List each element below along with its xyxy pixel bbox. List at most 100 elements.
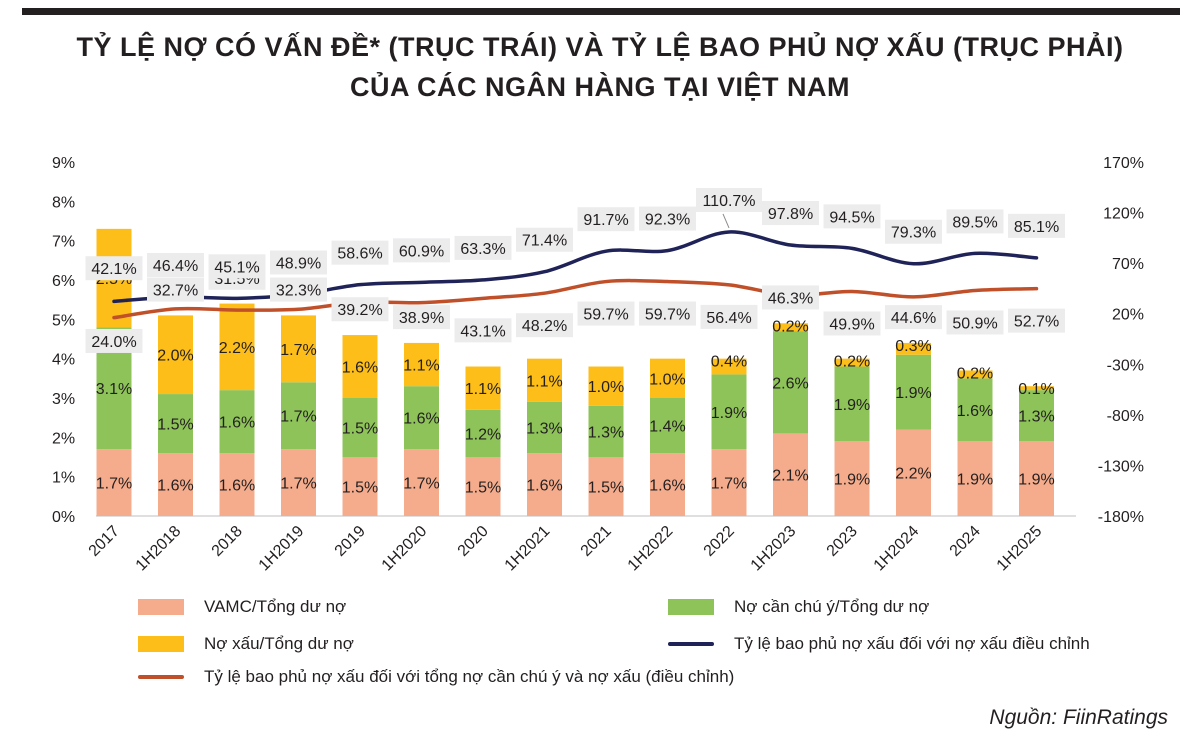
legend-coverage-total-label: Tỷ lệ bao phủ nợ xấu đối với tổng nợ cần…	[204, 667, 735, 686]
legend-attention-swatch	[668, 599, 714, 615]
legend-coverage-total: Tỷ lệ bao phủ nợ xấu đối với tổng nợ cần…	[138, 667, 734, 687]
line-coverage-total-label-box	[577, 301, 635, 326]
bar-vamc	[711, 449, 747, 516]
bar-attention-label: 1.5%	[157, 417, 193, 434]
line-coverage-adjusted-label: 85.1%	[1014, 219, 1059, 236]
left-axis-tick: 1%	[52, 470, 75, 487]
x-axis-tick: 1H2024	[871, 523, 923, 575]
bar-vamc	[96, 449, 132, 516]
legend-coverage-total-swatch	[138, 675, 184, 679]
bar-attention	[527, 401, 562, 454]
bar-vamc-label: 1.5%	[588, 480, 624, 497]
bar-attention	[957, 378, 993, 442]
line-coverage-adjusted-label: 48.9%	[276, 255, 321, 272]
line-coverage-total-label: 32.7%	[153, 283, 198, 300]
legend-npl-label: Nợ xấu/Tổng dư nợ	[204, 634, 354, 653]
bar-attention	[834, 366, 870, 442]
bar-npl	[773, 323, 808, 332]
x-axis-tick: 2017	[86, 523, 123, 560]
line-coverage-adjusted-label-box	[946, 209, 1004, 234]
legend-coverage-adjusted-swatch	[668, 642, 714, 646]
line-coverage-total-label-box	[270, 277, 327, 302]
right-axis-tick: -180%	[1098, 509, 1144, 526]
line-coverage-total-label-box	[639, 301, 696, 326]
x-axis-tick: 1H2025	[994, 523, 1046, 575]
x-axis-tick: 2021	[578, 523, 615, 560]
legend-npl: Nợ xấu/Tổng dư nợ	[138, 634, 354, 654]
bar-npl-label: 1.1%	[465, 381, 501, 398]
legend-attention-label: Nợ cần chú ý/Tổng dư nợ	[734, 597, 930, 616]
line-coverage-adjusted-label-box	[577, 207, 635, 232]
bar-vamc	[1019, 441, 1054, 516]
bar-attention-label: 1.9%	[711, 405, 747, 422]
right-axis-tick: -130%	[1098, 458, 1144, 475]
line-coverage-total-label-box	[331, 297, 389, 322]
bar-npl-label: 0.2%	[834, 354, 870, 371]
bar-vamc-label: 2.2%	[895, 466, 931, 483]
bar-npl	[404, 342, 439, 387]
x-axis-tick: 1H2022	[625, 523, 677, 575]
line-coverage-adjusted-label: 91.7%	[583, 212, 628, 229]
bar-vamc	[896, 429, 931, 516]
line-coverage-total-label-box	[516, 313, 573, 338]
line-coverage-total-label: 59.7%	[645, 307, 690, 324]
line-coverage-total-label: 46.3%	[768, 290, 813, 307]
right-axis-tick: 120%	[1103, 206, 1144, 223]
bar-vamc-label: 1.6%	[526, 478, 562, 495]
x-axis-tick: 2022	[701, 523, 738, 560]
bar-attention-label: 1.7%	[280, 409, 316, 426]
bar-npl	[158, 315, 193, 395]
bar-npl-label: 0.1%	[1018, 381, 1054, 398]
peak-leader-line	[722, 213, 730, 229]
line-coverage-total	[112, 278, 1039, 320]
bar-vamc-label: 1.9%	[834, 472, 870, 489]
line-coverage-total-label-box	[454, 318, 512, 343]
right-axis-tick: 70%	[1112, 256, 1144, 273]
line-coverage-total-label: 39.2%	[337, 302, 382, 319]
bar-vamc	[465, 457, 501, 516]
bar-attention	[773, 331, 808, 434]
left-axis-tick: 5%	[52, 312, 75, 329]
bar-attention	[404, 386, 439, 450]
bar-attention	[896, 354, 931, 430]
chart-title-line-1: TỶ LỆ NỢ CÓ VẤN ĐỀ* (TRỤC TRÁI) VÀ TỶ LỆ…	[76, 32, 1124, 62]
bar-vamc	[957, 441, 993, 516]
bar-npl	[896, 342, 931, 355]
line-coverage-adjusted-label-box	[823, 204, 881, 229]
bar-vamc-label: 1.7%	[711, 476, 747, 493]
bar-vamc	[281, 449, 316, 516]
bar-npl	[1019, 386, 1054, 391]
line-coverage-total-label: 38.9%	[399, 310, 444, 327]
left-axis-tick: 9%	[52, 155, 75, 172]
line-coverage-adjusted-label-box	[208, 254, 266, 279]
line-coverage-adjusted-label: 71.4%	[522, 233, 567, 250]
left-axis-tick: 0%	[52, 509, 75, 526]
bar-attention-label: 1.9%	[895, 385, 931, 402]
line-coverage-adjusted-label: 46.4%	[153, 258, 198, 275]
bar-npl	[527, 358, 562, 402]
line-coverage-total-label: 32.3%	[276, 283, 321, 300]
bar-vamc	[588, 457, 624, 516]
bar-attention	[588, 405, 624, 457]
right-axis-tick: 170%	[1103, 155, 1144, 172]
bar-attention-label: 1.4%	[649, 419, 685, 436]
bar-attention-label: 1.3%	[588, 424, 624, 441]
line-coverage-total-label-box	[823, 311, 881, 336]
bar-vamc	[404, 449, 439, 516]
bar-vamc-label: 1.6%	[157, 478, 193, 495]
right-axis-tick: -30%	[1107, 357, 1144, 374]
bar-attention-label: 1.3%	[1018, 409, 1054, 426]
line-coverage-adjusted-label: 79.3%	[891, 225, 936, 242]
bar-attention	[158, 394, 193, 454]
line-coverage-adjusted-label-box	[393, 238, 450, 263]
bar-attention	[342, 398, 378, 457]
bar-vamc	[158, 453, 193, 516]
line-coverage-adjusted-label-box	[1008, 213, 1065, 238]
bar-npl	[957, 370, 993, 379]
line-coverage-adjusted-label: 63.3%	[460, 241, 505, 258]
x-axis-tick: 1H2023	[748, 523, 800, 575]
bar-attention-label: 1.6%	[957, 403, 993, 420]
bar-attention-label: 2.6%	[772, 375, 808, 392]
line-coverage-adjusted-label: 110.7%	[702, 193, 755, 210]
left-axis-tick: 7%	[52, 234, 75, 251]
